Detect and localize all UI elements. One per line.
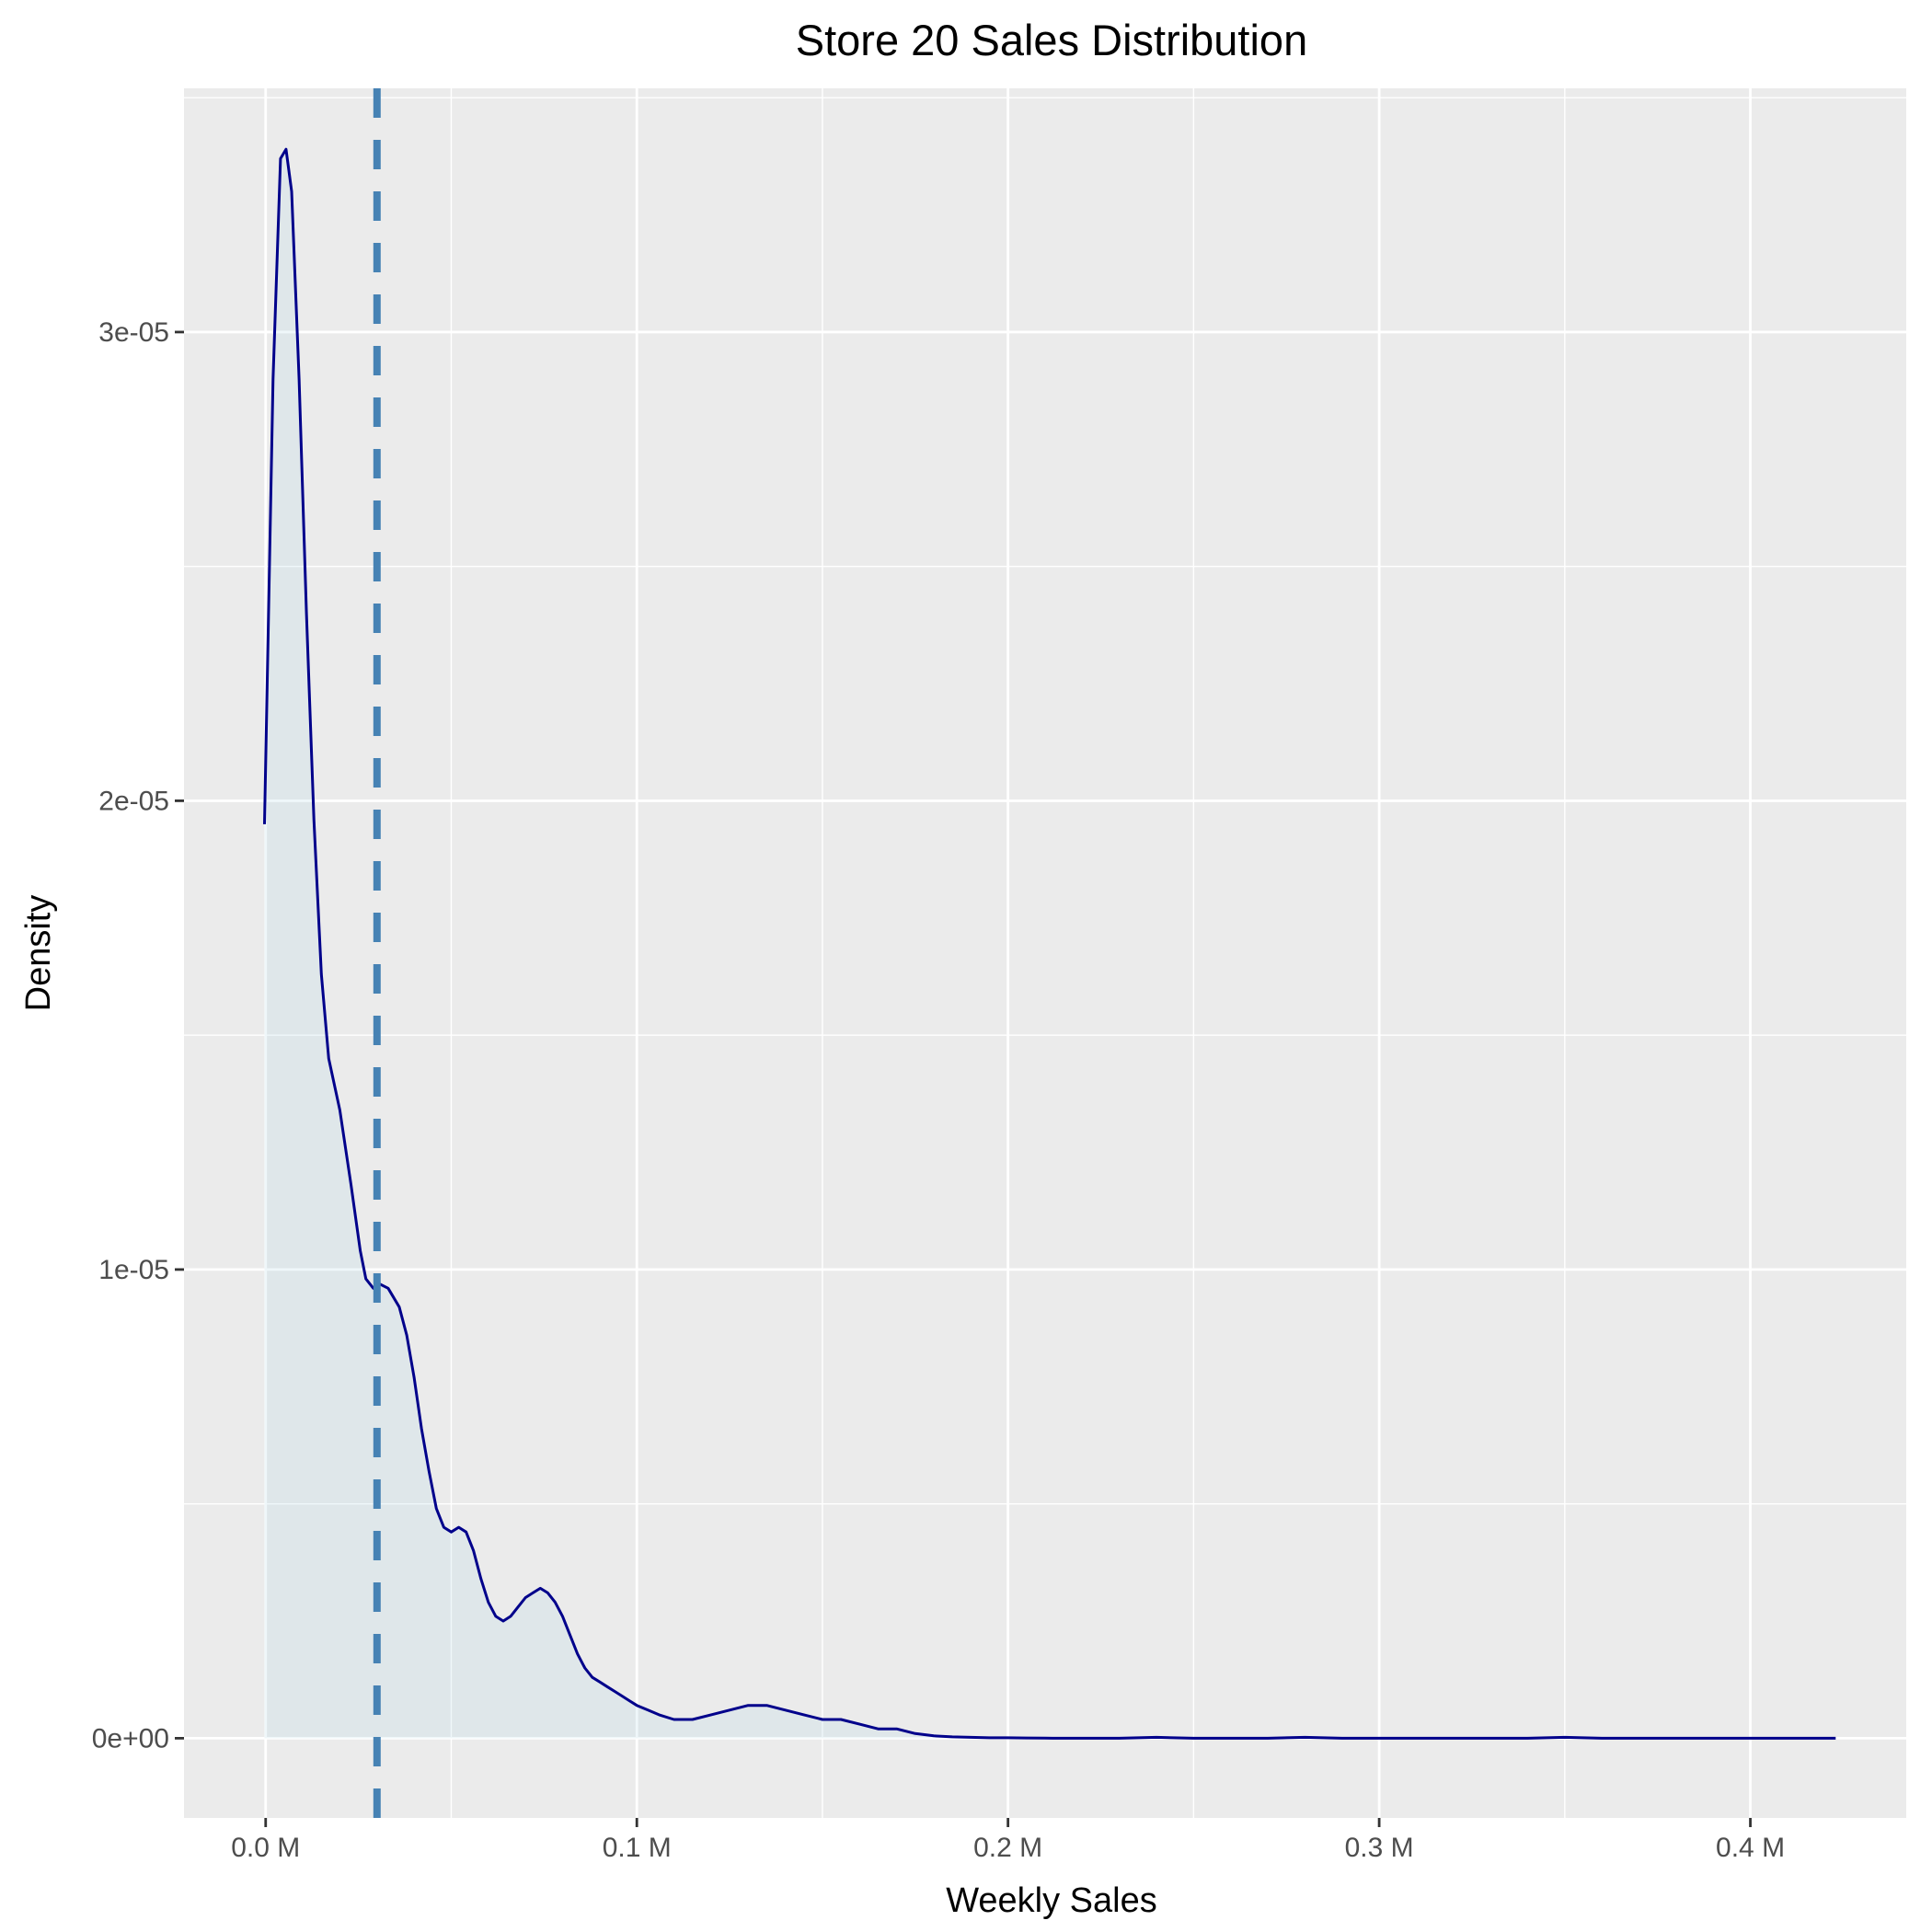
x-axis-title: Weekly Sales — [946, 1881, 1157, 1920]
y-tick-label: 2e-05 — [98, 786, 169, 816]
y-axis: 0e+00 1e-05 2e-05 3e-05 — [92, 317, 184, 1754]
x-tick-label: 0.1 M — [603, 1833, 672, 1863]
x-tick-label: 0.4 M — [1716, 1833, 1785, 1863]
y-tick-label: 0e+00 — [92, 1723, 169, 1754]
x-tick-label: 0.3 M — [1345, 1833, 1414, 1863]
x-axis: 0.0 M 0.1 M 0.2 M 0.3 M 0.4 M — [231, 1818, 1785, 1863]
plot-panel — [184, 88, 1906, 1818]
x-tick-label: 0.0 M — [231, 1833, 300, 1863]
density-line — [263, 147, 1836, 1740]
minor-gridlines — [184, 88, 1906, 1818]
density-area — [264, 149, 1836, 1739]
y-axis-title: Density — [19, 895, 58, 1012]
chart-title: Store 20 Sales Distribution — [796, 16, 1307, 64]
y-tick-label: 3e-05 — [98, 317, 169, 348]
y-tick-label: 1e-05 — [98, 1255, 169, 1285]
x-tick-label: 0.2 M — [973, 1833, 1042, 1863]
major-gridlines — [184, 88, 1906, 1818]
